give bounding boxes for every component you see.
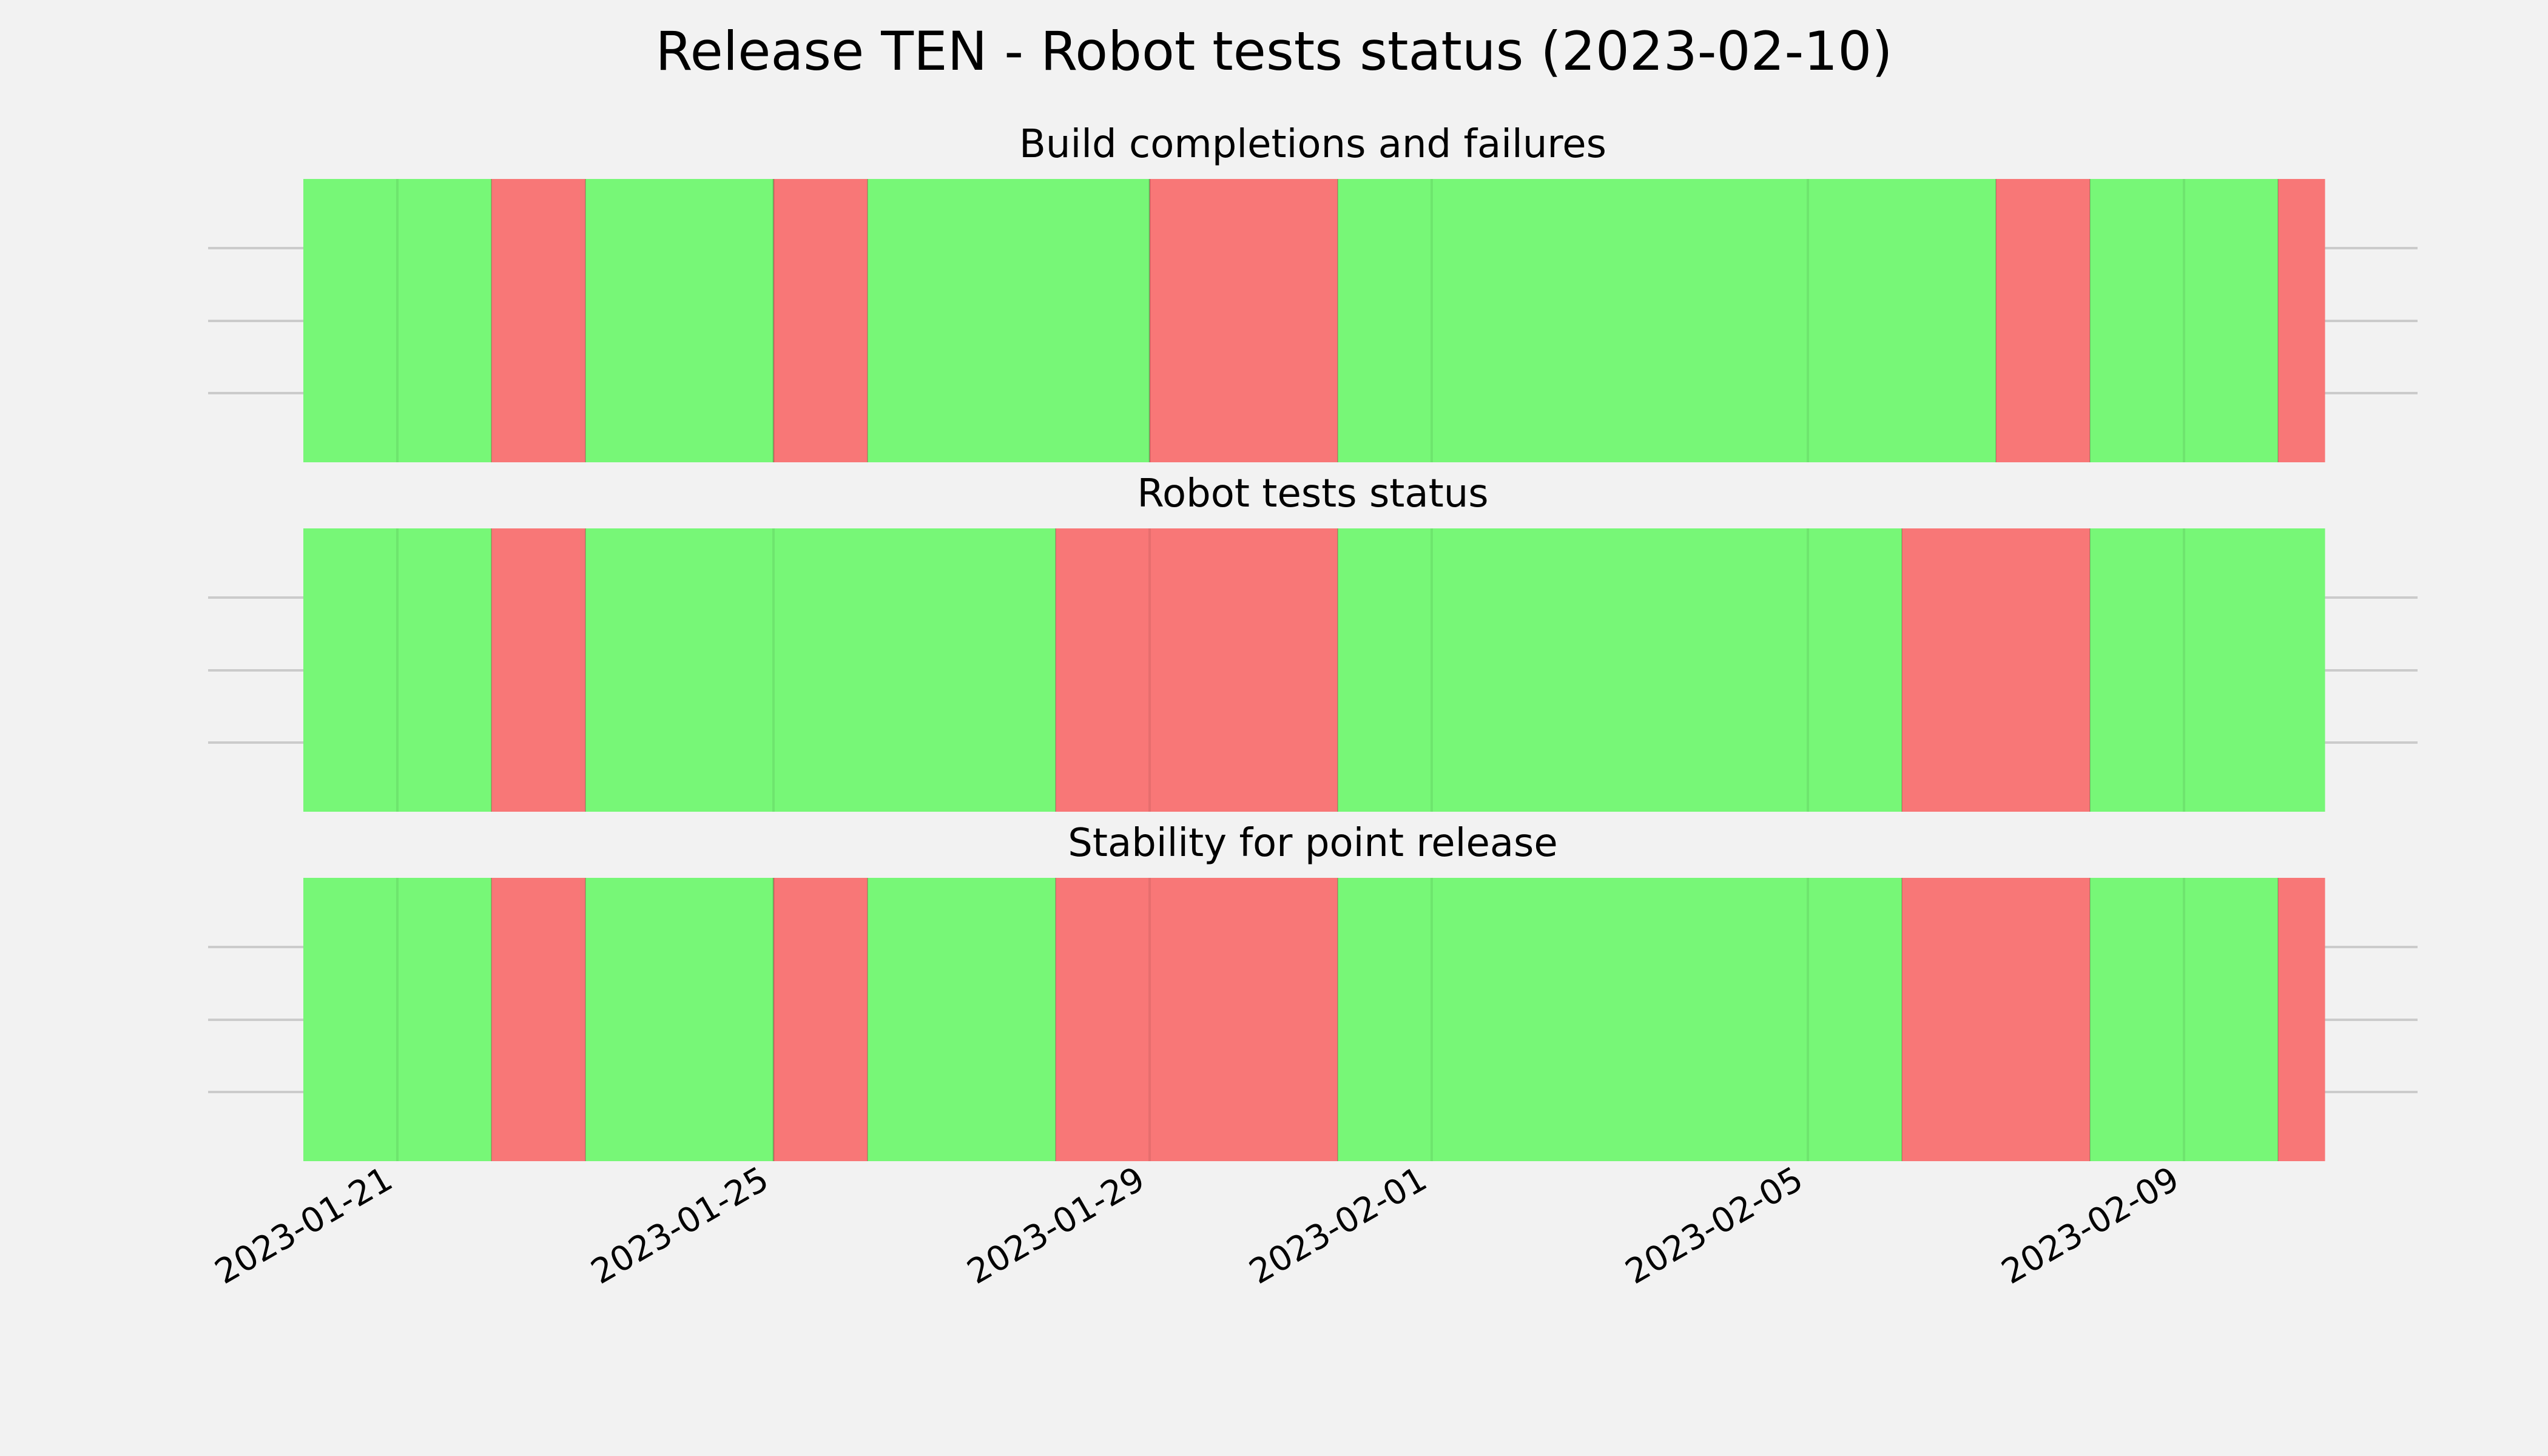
panel: Robot tests status bbox=[208, 471, 2418, 812]
status-segment-fail bbox=[1902, 878, 2090, 1161]
status-segment-pass bbox=[868, 878, 1056, 1161]
panel: Stability for point release bbox=[208, 821, 2418, 1161]
status-segment-fail bbox=[1996, 179, 2090, 462]
status-segment-fail bbox=[1902, 528, 2090, 812]
chart-title: Release TEN - Robot tests status (2023-0… bbox=[655, 20, 1892, 83]
status-segment-pass bbox=[303, 528, 491, 812]
x-tick-label: 2023-01-21 bbox=[209, 1159, 399, 1292]
panel-title: Stability for point release bbox=[1068, 821, 1558, 866]
status-segment-pass bbox=[1338, 528, 1902, 812]
status-segment-pass bbox=[2090, 179, 2278, 462]
status-segment-pass bbox=[585, 179, 774, 462]
status-segment-fail bbox=[1056, 528, 1338, 812]
status-segment-fail bbox=[491, 528, 585, 812]
status-segment-fail bbox=[491, 878, 585, 1161]
x-axis-ticks: 2023-01-21 2023-01-25 2023-01-29 2023-02-01… bbox=[209, 1159, 2186, 1292]
status-segment-pass bbox=[585, 878, 774, 1161]
status-segment-fail bbox=[774, 179, 868, 462]
status-segment-pass bbox=[585, 528, 1056, 812]
status-segment-pass bbox=[2090, 528, 2325, 812]
x-tick-label: 2023-02-01 bbox=[1243, 1159, 1434, 1292]
panel-title: Robot tests status bbox=[1137, 471, 1488, 516]
status-segment-pass bbox=[2090, 878, 2278, 1161]
status-segment-fail bbox=[2278, 878, 2325, 1161]
x-tick-label: 2023-02-05 bbox=[1619, 1159, 1810, 1292]
status-segment-fail bbox=[774, 878, 868, 1161]
x-tick-label: 2023-01-25 bbox=[585, 1159, 775, 1292]
x-tick-label: 2023-02-09 bbox=[1995, 1159, 2186, 1292]
status-segment-pass bbox=[303, 179, 491, 462]
status-segment-fail bbox=[1150, 179, 1338, 462]
panel: Build completions and failures bbox=[208, 122, 2418, 462]
status-segment-fail bbox=[2278, 179, 2325, 462]
x-tick-label: 2023-01-29 bbox=[961, 1159, 1151, 1292]
status-segment-fail bbox=[491, 179, 585, 462]
panel-title: Build completions and failures bbox=[1019, 122, 1606, 167]
status-segment-pass bbox=[1338, 878, 1902, 1161]
status-segment-pass bbox=[303, 878, 491, 1161]
status-segment-pass bbox=[868, 179, 1150, 462]
panels: Build completions and failures Robot test… bbox=[208, 122, 2418, 1161]
status-segment-fail bbox=[1056, 878, 1338, 1161]
status-segment-pass bbox=[1338, 179, 1996, 462]
